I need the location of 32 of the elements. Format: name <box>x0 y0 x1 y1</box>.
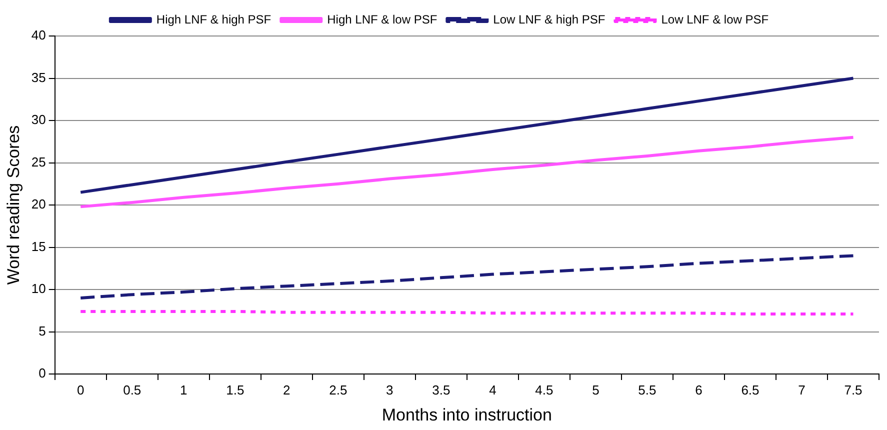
y-tick-label: 15 <box>31 238 46 254</box>
x-tick-label: 1 <box>180 382 188 398</box>
y-tick-label: 30 <box>31 112 46 128</box>
x-axis-title: Months into instruction <box>382 405 552 424</box>
y-tick-label: 25 <box>31 154 46 170</box>
legend-label: High LNF & high PSF <box>156 12 272 26</box>
x-tick-label: 2 <box>283 382 290 398</box>
x-tick-label: 1.5 <box>226 382 244 398</box>
x-tick-label: 5 <box>592 382 600 398</box>
x-tick-label: 3.5 <box>432 382 450 398</box>
y-tick-label: 5 <box>38 323 46 338</box>
legend-label: Low LNF & high PSF <box>493 12 606 26</box>
x-tick-label: 3 <box>386 382 394 398</box>
y-tick-label: 35 <box>31 70 46 85</box>
y-tick-label: 0 <box>38 366 46 381</box>
legend-label: High LNF & low PSF <box>327 12 438 26</box>
x-tick-label: 4 <box>489 382 496 398</box>
x-tick-label: 7.5 <box>844 382 862 398</box>
x-tick-label: 0.5 <box>123 382 142 398</box>
y-tick-label: 10 <box>31 281 46 296</box>
y-tick-label: 20 <box>31 196 46 212</box>
line-series <box>79 254 855 300</box>
x-tick-label: 0 <box>76 382 84 398</box>
x-tick-label: 2.5 <box>329 382 348 398</box>
y-axis-title: Word reading Scores <box>4 125 23 285</box>
x-tick-label: 5.5 <box>638 382 656 398</box>
x-tick-label: 4.5 <box>535 382 554 398</box>
x-tick-label: 6 <box>695 382 702 398</box>
x-tick-label: 7 <box>798 382 806 398</box>
legend-label: Low LNF & low PSF <box>661 12 769 26</box>
x-tick-label: 6.5 <box>741 382 760 398</box>
y-tick-label: 40 <box>31 28 46 43</box>
